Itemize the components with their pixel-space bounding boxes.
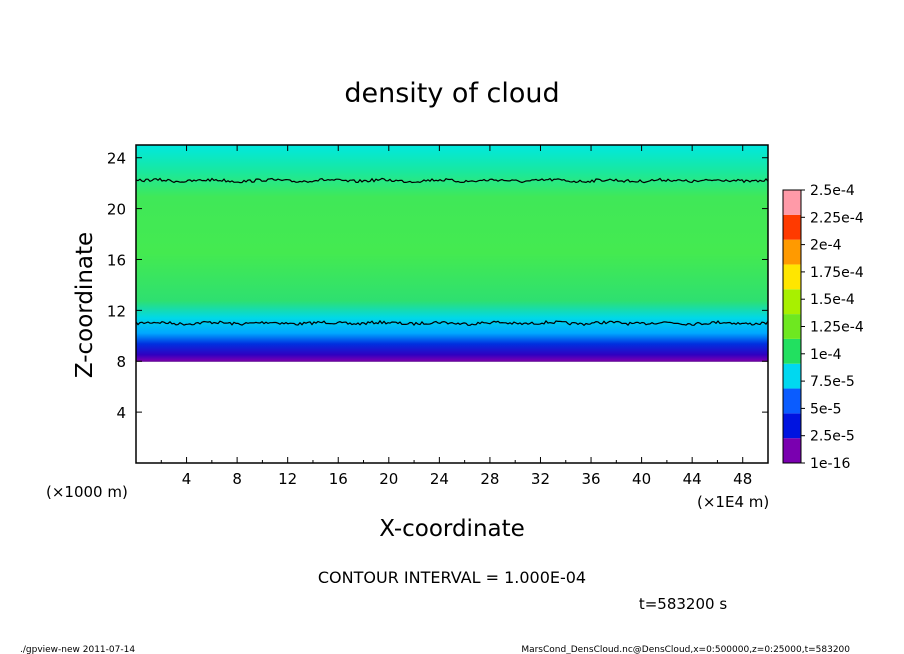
colorbar-label: 2.5e-4 [810, 183, 855, 199]
colorbar-label: 1e-16 [810, 456, 850, 472]
x-tick-label: 36 [581, 470, 600, 488]
colorbar-swatch [783, 314, 801, 339]
x-tick-label: 16 [329, 470, 348, 488]
x-tick-label: 24 [430, 470, 449, 488]
x-tick-label: 44 [683, 470, 702, 488]
colorbar-swatch [783, 264, 801, 290]
x-tick-label: 40 [632, 470, 651, 488]
y-tick-label: 20 [107, 201, 126, 219]
y-axis-label: Z-coordinate [72, 232, 98, 378]
contour-lines [135, 177, 769, 362]
colorbar-label: 7.5e-5 [810, 374, 855, 390]
x-axis-ticks: 4 8 12 16 20 24 28 32 36 40 44 48 [160, 145, 752, 488]
x-tick-label: 20 [379, 470, 398, 488]
contour-line [135, 319, 769, 327]
colorbar-label: 2.5e-5 [810, 429, 855, 445]
colorbar: 1e-16 2.5e-5 5e-5 7.5e-5 1e-4 1.25e-4 1.5e-4 1.… [782, 183, 864, 472]
x-tick-label: 12 [278, 470, 297, 488]
colorbar-label: 5e-5 [810, 401, 841, 417]
plot-frame [135, 144, 769, 464]
x-tick-label: 32 [531, 470, 550, 488]
colorbar-swatch [783, 413, 801, 439]
density-field [136, 145, 768, 362]
colorbar-swatch [783, 239, 801, 265]
y-tick-label: 24 [107, 150, 126, 168]
colorbar-label: 1.75e-4 [810, 265, 864, 281]
x-axis-label: X-coordinate [379, 516, 525, 542]
colorbar-label: 2.25e-4 [810, 210, 864, 226]
x-tick-label: 8 [232, 470, 242, 488]
colorbar-swatch [783, 363, 801, 389]
colorbar-swatch [783, 388, 801, 414]
x-tick-label: 48 [733, 470, 752, 488]
y-tick-label: 4 [116, 404, 126, 422]
x-scale-label: (×1E4 m) [697, 493, 769, 511]
y-tick-label: 16 [107, 251, 126, 269]
colorbar-label: 1e-4 [810, 347, 842, 363]
y-tick-label: 12 [107, 302, 126, 320]
colorbar-swatch [783, 289, 801, 315]
colorbar-label: 2e-4 [810, 238, 842, 254]
y-tick-label: 8 [116, 353, 126, 371]
y-scale-label: (×1000 m) [46, 483, 128, 501]
contour-interval-label: CONTOUR INTERVAL = 1.000E-04 [318, 568, 586, 587]
colorbar-swatch [783, 214, 801, 240]
colorbar-swatch [783, 438, 801, 463]
x-tick-label: 28 [480, 470, 499, 488]
footer-right: MarsCond_DensCloud.nc@DensCloud,x=0:5000… [521, 645, 850, 654]
y-axis-ticks: 4 8 12 16 20 24 [107, 150, 768, 422]
colorbar-label: 1.25e-4 [810, 320, 864, 336]
colorbar-label: 1.5e-4 [810, 292, 855, 308]
footer-left: ./gpview-new 2011-07-14 [20, 645, 135, 654]
chart-title: density of cloud [344, 78, 559, 109]
x-tick-label: 4 [182, 470, 192, 488]
colorbar-swatch [783, 190, 801, 215]
time-label: t=583200 s [639, 595, 727, 613]
colorbar-swatch [783, 338, 801, 364]
cloud-layer [136, 145, 768, 362]
contour-line [135, 177, 769, 184]
